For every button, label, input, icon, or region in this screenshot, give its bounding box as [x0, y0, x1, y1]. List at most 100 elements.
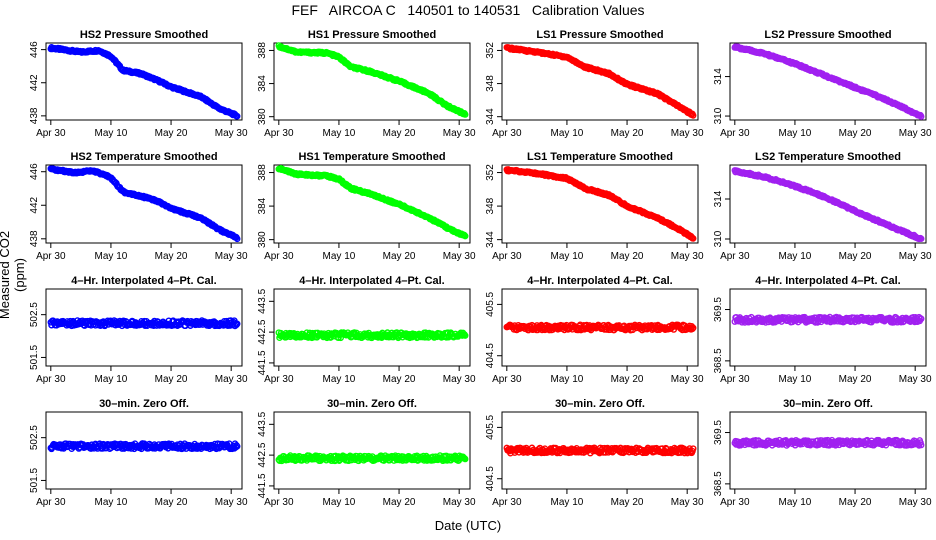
y-tick-label: 348	[485, 197, 496, 214]
x-tick-label: Apr 30	[264, 497, 294, 508]
data-point	[233, 235, 241, 243]
data-point	[461, 232, 469, 240]
y-tick-label: 388	[257, 42, 268, 59]
data-point	[233, 320, 241, 328]
series-points	[275, 329, 469, 342]
x-tick-label: May 10	[95, 128, 128, 139]
y-tick-label: 442.5	[257, 442, 268, 467]
x-tick-label: May 20	[155, 251, 188, 262]
x-tick-label: Apr 30	[492, 251, 522, 262]
y-tick-label: 405.5	[485, 414, 496, 439]
x-tick-label: Apr 30	[720, 251, 750, 262]
plot-frame	[45, 164, 243, 244]
x-tick-label: Apr 30	[492, 497, 522, 508]
panel-title: LS1 Temperature Smoothed	[527, 151, 673, 163]
x-tick-label: Apr 30	[36, 251, 66, 262]
plot-frame	[501, 164, 699, 244]
x-tick-label: Apr 30	[36, 128, 66, 139]
panel-title: LS2 Pressure Smoothed	[764, 29, 891, 41]
x-tick-label: May 20	[155, 497, 188, 508]
x-tick-label: Apr 30	[720, 128, 750, 139]
x-tick-label: May 20	[839, 374, 872, 385]
x-tick-label: May 10	[551, 128, 584, 139]
x-tick-label: May 20	[611, 497, 644, 508]
x-tick-label: Apr 30	[492, 128, 522, 139]
series-points	[275, 164, 469, 240]
chart-panel: 4–Hr. Interpolated 4–Pt. Cal. Apr 30 May 1…	[257, 275, 476, 385]
y-tick-label: 384	[257, 75, 268, 92]
x-tick-label: May 30	[671, 374, 704, 385]
x-tick-label: May 30	[899, 251, 932, 262]
y-tick-label: 310	[713, 230, 724, 247]
x-tick-label: May 20	[383, 128, 416, 139]
y-tick-label: 369.5	[713, 297, 724, 322]
x-tick-label: Apr 30	[36, 497, 66, 508]
data-point	[689, 235, 697, 242]
y-tick-label: 502.5	[29, 425, 40, 450]
x-tick-label: May 10	[95, 251, 128, 262]
series-points	[731, 167, 925, 243]
figure-title: FEF AIRCOA C 140501 to 140531 Calibratio…	[291, 2, 645, 18]
x-tick-label: May 20	[839, 251, 872, 262]
plot-frame	[729, 164, 927, 244]
panel-title: 30–min. Zero Off.	[327, 398, 417, 410]
y-tick-label: 352	[485, 164, 496, 181]
x-tick-label: May 10	[323, 128, 356, 139]
data-point	[917, 113, 925, 120]
panel-title: LS1 Pressure Smoothed	[536, 29, 663, 41]
y-tick-label: 388	[257, 164, 268, 181]
plot-frame	[45, 288, 243, 367]
y-tick-label: 380	[257, 231, 268, 248]
series-points	[503, 166, 697, 242]
data-point	[233, 112, 241, 120]
x-tick-label: May 20	[611, 251, 644, 262]
y-tick-label: 443.5	[257, 411, 268, 436]
y-tick-label: 404.5	[485, 343, 496, 368]
series-points	[47, 440, 241, 453]
y-tick-label: 404.5	[485, 466, 496, 491]
x-tick-label: May 30	[899, 374, 932, 385]
data-point	[461, 111, 469, 118]
y-tick-label: 438	[29, 230, 40, 247]
panel-title: HS2 Temperature Smoothed	[70, 151, 217, 163]
y-tick-label: 352	[485, 42, 496, 59]
series-points	[275, 42, 469, 118]
x-tick-label: May 30	[443, 374, 476, 385]
x-tick-label: May 20	[155, 374, 188, 385]
y-tick-label: 405.5	[485, 291, 496, 316]
x-tick-label: May 30	[215, 497, 248, 508]
x-tick-label: May 30	[443, 251, 476, 262]
series-points	[503, 44, 697, 119]
data-point	[917, 235, 925, 243]
panel-title: HS1 Pressure Smoothed	[308, 29, 436, 41]
y-tick-label: 442.5	[257, 319, 268, 344]
x-tick-label: May 20	[611, 128, 644, 139]
x-tick-label: Apr 30	[720, 497, 750, 508]
chart-panel: LS2 Pressure Smoothed Apr 30 May 10 May 20 M…	[713, 29, 932, 139]
panel-title: HS1 Temperature Smoothed	[298, 151, 445, 163]
y-tick-label: 310	[713, 107, 724, 124]
plot-frame	[729, 42, 927, 121]
x-tick-label: May 30	[671, 497, 704, 508]
panel-title: 4–Hr. Interpolated 4–Pt. Cal.	[299, 275, 445, 287]
chart-panel: 4–Hr. Interpolated 4–Pt. Cal. Apr 30 May 1…	[485, 275, 704, 385]
y-tick-label: 441.5	[257, 350, 268, 375]
x-tick-label: May 10	[323, 251, 356, 262]
chart-panel: HS2 Temperature Smoothed Apr 30 May 10 May …	[29, 151, 248, 262]
chart-panel: 4–Hr. Interpolated 4–Pt. Cal. Apr 30 May 1…	[29, 275, 248, 385]
series-points	[731, 43, 925, 120]
x-tick-label: May 10	[779, 374, 812, 385]
x-tick-label: May 10	[95, 497, 128, 508]
x-tick-label: May 30	[215, 251, 248, 262]
chart-panel: LS1 Temperature Smoothed Apr 30 May 10 May …	[485, 151, 704, 262]
plot-frame	[729, 411, 927, 490]
y-tick-label: 442	[29, 74, 40, 91]
series-points	[47, 165, 241, 243]
chart-panel: HS2 Pressure Smoothed Apr 30 May 10 May 20 M…	[29, 29, 248, 139]
series-points	[47, 317, 241, 330]
x-tick-label: Apr 30	[720, 374, 750, 385]
series-points	[47, 43, 241, 120]
x-tick-label: May 20	[383, 497, 416, 508]
y-tick-label: 438	[29, 107, 40, 124]
y-tick-label: 446	[29, 163, 40, 180]
